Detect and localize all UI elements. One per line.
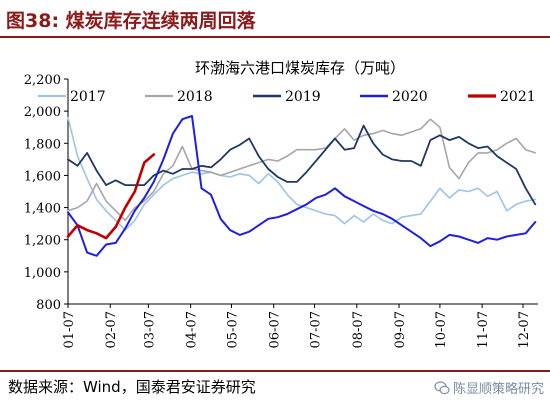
y-tick-label: 2,000 [24, 105, 61, 120]
figure-header: 图38: 煤炭库存连续两周回落 [0, 0, 550, 40]
y-tick-label: 800 [36, 298, 61, 313]
series-line-2020 [67, 115, 537, 257]
chart-axes: 800 1,000 1,200 1,400 1,600 1,800 2,000 2,200 01… [24, 73, 538, 348]
chart-legend: 2017 2018 2019 2020 2021 [38, 89, 536, 105]
chart-title: 环渤海六港口煤炭库存（万吨） [195, 59, 405, 77]
series-line-2019 [67, 124, 537, 206]
line-chart: 环渤海六港口煤炭库存（万吨） 2017 2018 2019 2020 2021 800 1… [24, 59, 538, 348]
x-tick-label: 11-07 [476, 311, 491, 348]
y-tick-label: 1,800 [24, 137, 61, 152]
y-tick-label: 1,400 [24, 202, 61, 217]
legend-label-2021: 2021 [500, 89, 536, 105]
x-tick-label: 09-07 [393, 311, 408, 348]
watermark-label: 陈显顺策略研究 [452, 382, 544, 397]
legend-label-2018: 2018 [177, 89, 213, 105]
x-tick-label: 10-07 [434, 311, 449, 348]
x-tick-label: 05-07 [225, 311, 240, 348]
y-tick-label: 1,200 [24, 234, 61, 249]
wechat-icon [434, 380, 450, 394]
x-tick-label: 06-07 [268, 311, 283, 348]
x-tick-label: 03-07 [142, 311, 157, 348]
x-tick-label: 01-07 [62, 311, 77, 348]
legend-label-2019: 2019 [285, 89, 321, 105]
legend-label-2020: 2020 [392, 89, 428, 105]
y-tick-label: 1,000 [24, 266, 61, 281]
series-layer [66, 115, 537, 257]
series-line-2018 [67, 118, 537, 222]
x-tick-label: 02-07 [104, 311, 119, 348]
x-tick-label: 04-07 [185, 311, 200, 348]
figure-title: 图38: 煤炭库存连续两周回落 [6, 10, 256, 32]
x-tick-label: 12-07 [517, 311, 532, 348]
header-divider [0, 36, 550, 38]
watermark: 陈显顺策略研究 [434, 378, 544, 397]
series-line-2017 [67, 116, 537, 231]
source-note: 数据来源：Wind，国泰君安证券研究 [8, 378, 256, 396]
x-tick-label: 08-07 [351, 311, 366, 348]
footer-divider [0, 370, 550, 372]
series-line-2021 [66, 153, 156, 240]
y-tick-label: 2,200 [24, 73, 61, 88]
y-tick-label: 1,600 [24, 169, 61, 184]
legend-label-2017: 2017 [70, 89, 106, 105]
x-tick-label: 07-07 [309, 311, 324, 348]
